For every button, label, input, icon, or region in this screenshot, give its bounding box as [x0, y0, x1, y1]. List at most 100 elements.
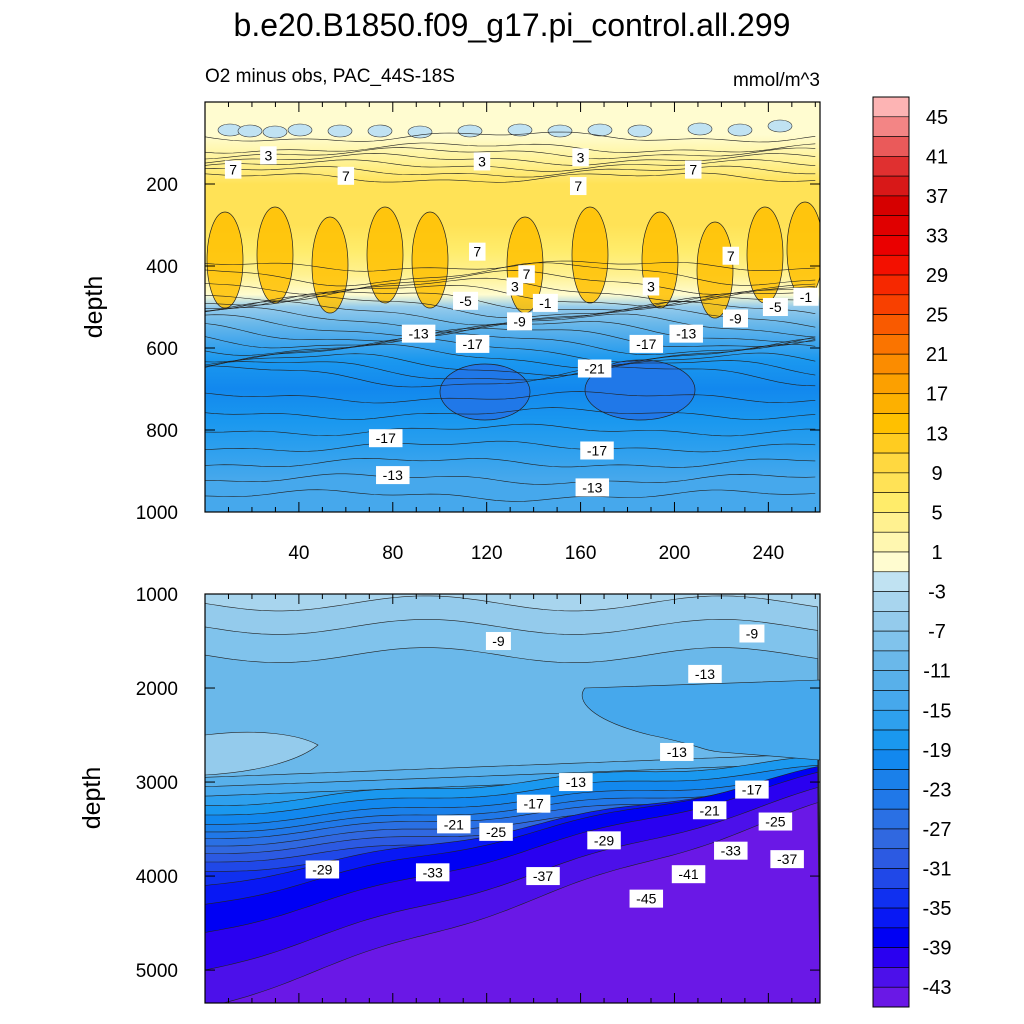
contour-label: -9 [485, 632, 511, 651]
contour-label: -13 [559, 773, 593, 792]
oxygen-maximum-cell [311, 216, 349, 314]
contour-label: -33 [415, 863, 450, 882]
contour-label-text: -29 [594, 832, 614, 848]
contour-label-box [684, 160, 702, 179]
contour-label-text: -13 [582, 479, 602, 495]
contour-label-box [469, 242, 486, 261]
colorbar-tick-label: -39 [923, 938, 952, 960]
colorbar-swatch [872, 413, 910, 434]
contour-label: -5 [762, 298, 788, 316]
upper-contour-line [205, 365, 816, 388]
lower-band [205, 802, 820, 1003]
contour-label-box [437, 815, 471, 834]
contour-label: -13 [669, 324, 703, 343]
surface-patch [767, 119, 793, 133]
contour-label-text: -33 [423, 864, 443, 880]
contour-label: -25 [758, 812, 793, 831]
contour-label-text: 7 [342, 168, 350, 184]
contour-label-text: -33 [721, 843, 741, 859]
contour-label: -13 [660, 742, 694, 761]
colorbar-swatch [872, 254, 910, 276]
oxygen-maximum-cell [411, 211, 449, 309]
contour-label-box [770, 850, 804, 869]
colorbar-swatch [872, 96, 910, 118]
contour-label-box [735, 780, 769, 799]
y-tick-label: 4000 [136, 867, 178, 888]
contour-label: 3 [642, 277, 660, 296]
surface-patch [587, 123, 613, 137]
contour-label-box [762, 298, 788, 316]
oxygen-maximum-cell [206, 211, 244, 309]
contour-label-box [455, 334, 490, 353]
colorbar-swatch [872, 650, 910, 671]
y-tick-label: 800 [146, 421, 178, 442]
lower-contour-labels: -9 -9 -13 -13 -13 -17 -17 -21 -21 -25 -25 -29 -29 -33… [305, 624, 804, 908]
colorbar-swatch [872, 709, 910, 731]
colorbar-swatch [872, 551, 910, 573]
contour-label: -45 [629, 889, 664, 908]
contour-label-box [758, 812, 793, 831]
colorbar-swatch [872, 294, 910, 315]
oxygen-minimum-core [584, 359, 696, 421]
upper-contour-line [205, 332, 816, 356]
contour-label: -9 [507, 312, 533, 331]
contour-label: -37 [770, 850, 804, 869]
upper-contour-line [205, 159, 816, 172]
colorbar-swatch [872, 749, 910, 770]
contour-label: 3 [506, 277, 524, 296]
colorbar-tick-label: -19 [923, 740, 952, 762]
contour-label: -17 [580, 441, 614, 460]
contour-label: 3 [260, 146, 277, 165]
colorbar-tick-label: -7 [928, 621, 946, 643]
surface-patch [407, 125, 433, 139]
x-tick-label: 240 [753, 543, 785, 564]
contour-label-text: -17 [524, 796, 544, 812]
contour-label-text: -17 [636, 336, 656, 352]
surface-patch [287, 123, 313, 137]
contour-label-text: -5 [769, 299, 782, 315]
tongue-feature [205, 731, 319, 776]
contour-label-box [671, 865, 706, 884]
contour-label: -37 [526, 867, 560, 886]
upper-contour-line [205, 337, 816, 363]
contour-label-text: -9 [746, 625, 759, 641]
contour-label-box [660, 742, 694, 761]
upper-contour-line [205, 473, 816, 485]
upper-contour-line [205, 262, 816, 287]
oxygen-maximum-cell [696, 221, 734, 319]
contour-label-box [580, 441, 614, 460]
colorbar-swatch [872, 531, 910, 553]
contour-label-box [722, 246, 740, 265]
contour-label-box [688, 664, 722, 683]
colorbar-tick-label: 5 [931, 502, 942, 524]
upper-contour-line [205, 172, 816, 183]
contour-label-box [629, 334, 664, 353]
contour-label-text: -1 [539, 295, 552, 311]
contour-label-box [473, 152, 491, 171]
colorbar-tick-label: 17 [926, 384, 948, 406]
colorbar: 45 41 37 33 29 25 21 17 13 9 5 1 -3 -7 -11 -15 -19 -23 -27… [872, 96, 952, 1008]
upper-contour-line [205, 291, 816, 311]
lower-ylabel: depth [78, 767, 106, 830]
y-tick-label: 200 [146, 175, 178, 196]
contour-label-text: -13 [408, 326, 428, 342]
y-tick-label: 600 [146, 339, 178, 360]
contour-label-text: 7 [523, 266, 531, 282]
contour-label-text: 7 [727, 248, 735, 264]
colorbar-tick-label: -43 [923, 977, 952, 999]
contour-label-box [368, 429, 403, 448]
contour-label-text: -21 [585, 361, 605, 377]
colorbar-swatch [872, 334, 910, 355]
colorbar-tick-label: 13 [926, 423, 948, 445]
contour-label-text: 7 [473, 244, 481, 260]
contour-label: -17 [516, 794, 551, 813]
contour-label-box [572, 148, 589, 167]
contour-label-text: -13 [695, 666, 715, 682]
contour-label: -5 [453, 291, 479, 310]
contour-label: -13 [688, 664, 722, 683]
colorbar-swatch [872, 512, 910, 533]
contour-label: -29 [305, 860, 340, 879]
colorbar-tick-label: 1 [931, 542, 942, 564]
